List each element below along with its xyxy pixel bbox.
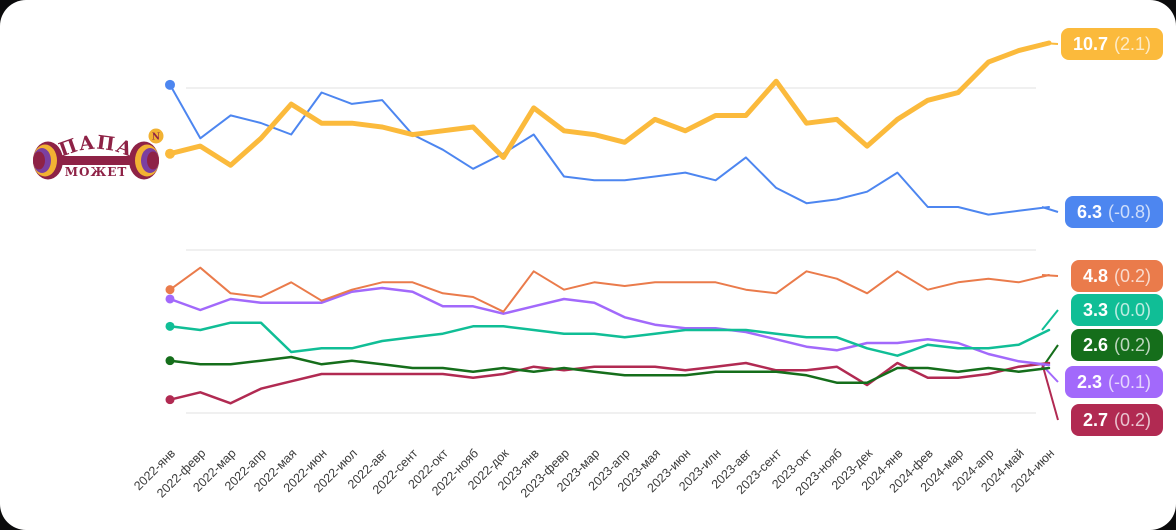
badge-value: 2.6 xyxy=(1082,335,1108,355)
value-badge-yellow: 10.7 (2.1) xyxy=(1060,28,1163,60)
badge-value: 6.3 xyxy=(1076,202,1102,222)
series-start-dot-blue xyxy=(165,79,175,90)
series-start-dot-green xyxy=(165,356,175,366)
series-line-yellow xyxy=(167,40,1052,168)
badge-delta: (2.1) xyxy=(1113,34,1151,54)
series-start-dot-crimson xyxy=(165,395,175,405)
value-badge-orange: 4.8 (0.2) xyxy=(1070,260,1163,292)
logo-corner-badge xyxy=(148,128,164,144)
series-line-blue xyxy=(169,83,1050,216)
badge-value: 2.3 xyxy=(1076,372,1102,392)
series-start-dot-yellow xyxy=(165,148,175,159)
value-badge-purple: 2.3 (-0.1) xyxy=(1064,366,1163,398)
series-line-crimson xyxy=(168,361,1051,405)
series-line-green xyxy=(168,355,1051,384)
series-start-dot-purple xyxy=(165,294,175,304)
series-line-purple xyxy=(168,286,1051,367)
badge-delta: (0.2) xyxy=(1113,266,1151,286)
badge-value: 4.8 xyxy=(1082,266,1108,286)
logo-corner-letter: N xyxy=(152,133,160,143)
badge-value: 3.3 xyxy=(1082,300,1108,320)
papa-mozhet-logo: ПАПА МОЖЕТ N xyxy=(33,128,164,180)
value-badge-green: 2.6 (0.2) xyxy=(1070,329,1163,361)
logo-text-bottom: МОЖЕТ xyxy=(65,165,128,179)
badge-delta: (0.0) xyxy=(1113,300,1151,320)
badge-leader-teal xyxy=(1041,309,1059,331)
value-badge-crimson: 2.7 (0.2) xyxy=(1070,404,1163,436)
badge-delta: (-0.1) xyxy=(1107,372,1151,392)
badge-value: 2.7 xyxy=(1082,410,1108,430)
barbell-icon xyxy=(33,141,159,180)
value-badge-teal: 3.3 (0.0) xyxy=(1070,294,1163,326)
series-line-orange xyxy=(169,266,1050,313)
badge-delta: (-0.8) xyxy=(1107,202,1151,222)
series-line-teal xyxy=(168,321,1051,357)
series-start-dot-teal xyxy=(165,321,175,331)
value-badge-blue: 6.3 (-0.8) xyxy=(1064,196,1163,228)
badge-leader-crimson xyxy=(1041,362,1059,421)
badge-delta: (0.2) xyxy=(1113,410,1151,430)
badge-delta: (0.2) xyxy=(1113,335,1151,355)
series-start-dot-orange xyxy=(165,285,175,295)
badge-value: 10.7 xyxy=(1072,34,1108,54)
